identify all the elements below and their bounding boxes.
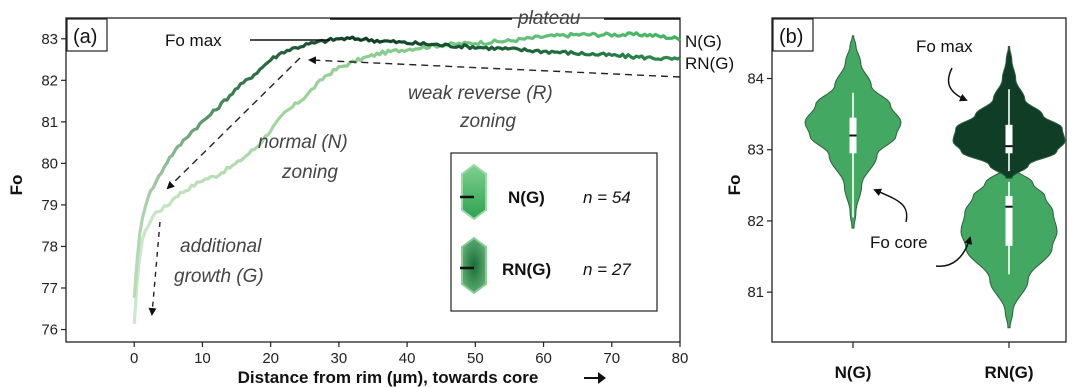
series-line-rng	[132, 35, 681, 298]
legend-count-ng: n = 54	[583, 188, 631, 207]
plot-frame-a	[65, 17, 681, 343]
iqr-box-rng-core	[1005, 196, 1013, 246]
y-tick-label-a: 80	[41, 155, 58, 172]
violins	[804, 35, 1066, 329]
y-tick-label-a: 83	[41, 31, 58, 48]
x-tick-label-a: 30	[331, 350, 348, 367]
fo-core-arrow-ng	[873, 188, 908, 223]
x-axis-arrow-icon	[584, 372, 606, 384]
x-tick-label-a: 20	[262, 350, 279, 367]
x-axis-label-a: Distance from rim (µm), towards core	[238, 368, 539, 387]
annotation-additional-1: additional	[180, 236, 262, 257]
y-tick-label-a: 81	[41, 114, 58, 131]
y-tick-label-a: 78	[41, 238, 58, 255]
annotation-fo-max-b: Fo max	[916, 37, 973, 56]
x-tick-label-a: 50	[467, 350, 484, 367]
annotation-plateau: plateau	[517, 8, 581, 29]
x-axis-b: N(G) RN(G)	[835, 342, 1034, 382]
panel-a: 76 77 78 79 80 81 82 83 0 10 20 30 40 50 60 70 80 (a) F…	[7, 8, 734, 387]
legend-count-rng: n = 27	[583, 260, 631, 279]
annotation-weak-reverse-2: zoning	[459, 111, 516, 132]
y-axis-b: 81 82 83 84	[747, 71, 772, 301]
x-tick-label-a: 80	[672, 350, 689, 367]
normal-zoning-arrow	[166, 57, 301, 190]
y-tick-label-a: 77	[41, 280, 58, 297]
legend-label-ng: N(G)	[508, 188, 545, 207]
panel-b: 81 82 83 84 N(G) RN(G) (b) Fo max Fo core Fo	[725, 17, 1067, 382]
y-tick-label-a: 82	[41, 72, 58, 89]
annotation-fo-max-a: Fo max	[165, 31, 222, 50]
annotation-normal-1: normal (N)	[258, 132, 348, 153]
fo-core-arrow-rng	[935, 236, 973, 267]
iqr-box-rng-max	[1005, 124, 1013, 154]
x-tick-label-a: 0	[130, 350, 138, 367]
legend: N(G) n = 54 RN(G) n = 27	[450, 152, 658, 312]
y-tick-label-b: 82	[747, 213, 764, 230]
category-label: N(G)	[835, 363, 872, 382]
legend-label-rng: RN(G)	[502, 260, 551, 279]
annotation-additional-2: growth (G)	[174, 266, 264, 287]
panel-label-box-a	[66, 18, 108, 52]
line-end-label-rng: RN(G)	[685, 54, 734, 73]
annotation-fo-core: Fo core	[870, 233, 928, 252]
x-tick-label-a: 40	[399, 350, 416, 367]
x-tick-label-a: 60	[535, 350, 552, 367]
category-label: RN(G)	[984, 363, 1033, 382]
legend-swatch-ng	[461, 163, 487, 221]
growth-arrow	[148, 221, 161, 316]
x-axis-a: 0 10 20 30 40 50 60 70 80	[130, 342, 688, 367]
x-tick-label-a: 70	[603, 350, 620, 367]
series-lines	[132, 31, 681, 325]
reverse-zoning-arrow	[308, 56, 681, 78]
y-tick-label-b: 81	[747, 284, 764, 301]
x-tick-label-a: 10	[194, 350, 211, 367]
fo-max-arrow	[947, 67, 968, 102]
y-axis-label-a: Fo	[7, 175, 26, 196]
y-axis-a: 76 77 78 79 80 81 82 83	[41, 31, 66, 339]
y-tick-label-b: 84	[747, 71, 764, 88]
panel-label-a: (a)	[73, 26, 97, 48]
y-tick-label-a: 76	[41, 322, 58, 339]
line-end-label-ng: N(G)	[685, 32, 722, 51]
plot-frame-b	[771, 17, 1067, 343]
panel-label-box-b	[772, 18, 814, 52]
y-tick-label-b: 83	[747, 142, 764, 159]
legend-swatch-rng	[461, 236, 487, 295]
y-tick-label-a: 79	[41, 197, 58, 214]
annotation-normal-2: zoning	[281, 162, 338, 183]
annotation-weak-reverse-1: weak reverse (R)	[408, 83, 553, 104]
y-axis-label-b: Fo	[725, 175, 744, 196]
series-line-ng	[132, 31, 681, 325]
panel-label-b: (b)	[779, 26, 803, 48]
